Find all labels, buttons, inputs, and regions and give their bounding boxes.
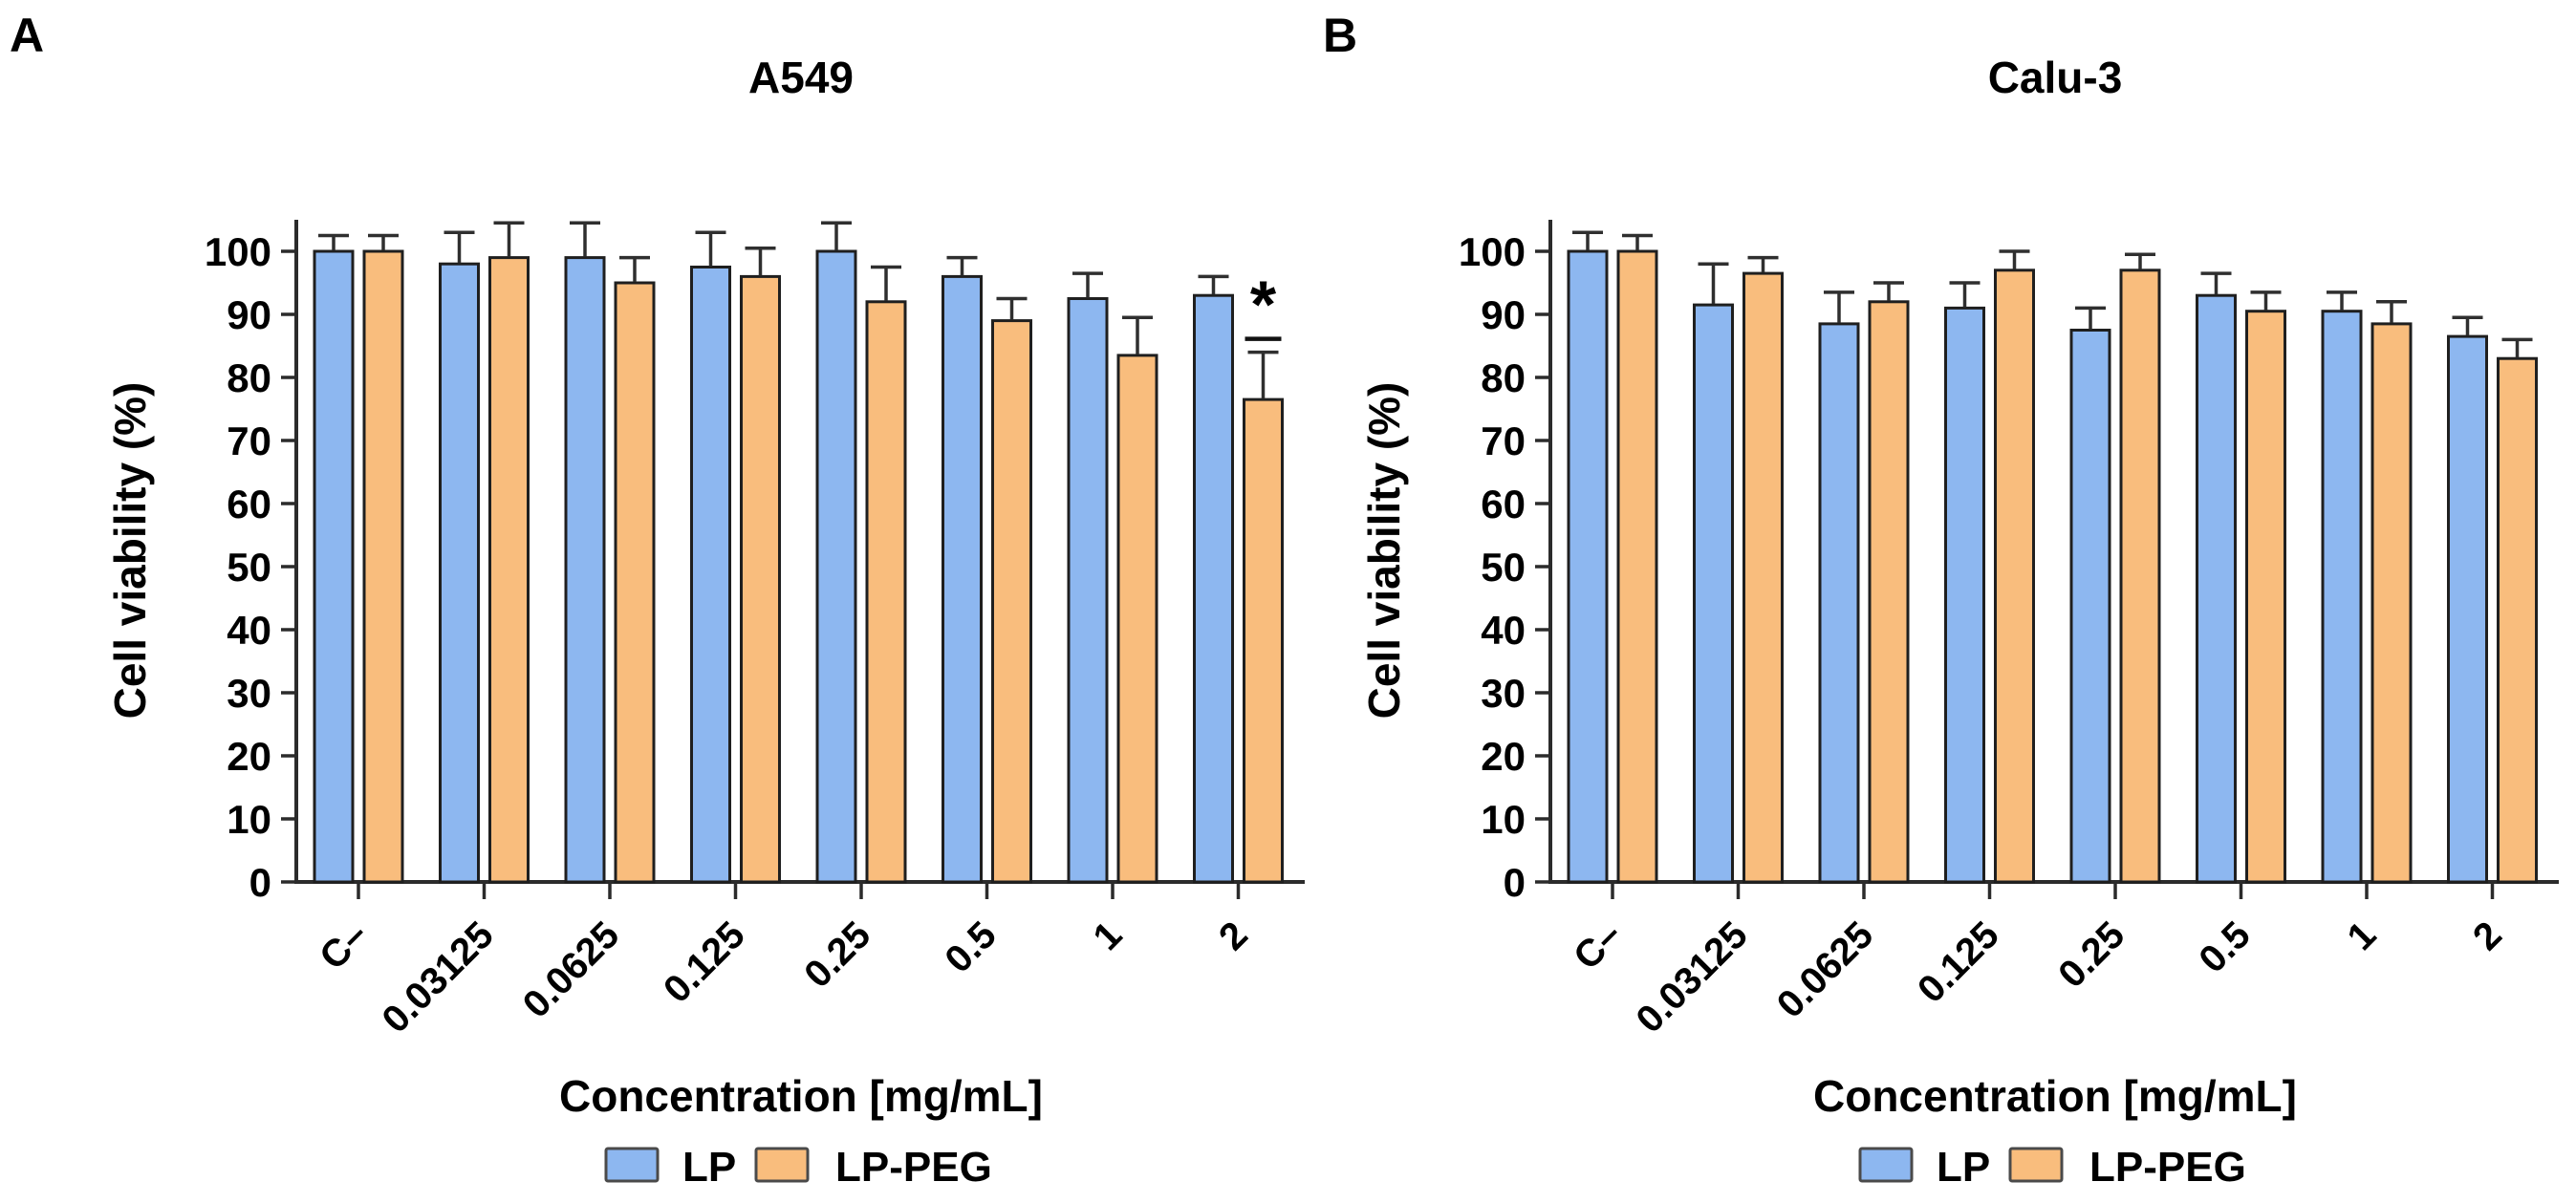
- x-tick-label: 0.5: [937, 913, 1004, 980]
- x-tick-label: 2: [2465, 913, 2510, 958]
- x-tick-label: 0.125: [1910, 913, 2007, 1011]
- legend-label: LP-PEG: [2089, 1144, 2246, 1191]
- x-tick-label: 0.5: [2191, 913, 2258, 980]
- bar-lp-peg: [740, 274, 781, 884]
- x-axis-title: Concentration [mg/mL]: [1813, 1071, 2297, 1121]
- bar-lp-peg: [1616, 249, 1658, 884]
- x-tick-label: 0.125: [656, 913, 753, 1011]
- x-tick-label: C–: [1566, 913, 1630, 977]
- y-tick-label: 70: [1481, 419, 1526, 463]
- y-tick-label: 30: [1481, 671, 1526, 716]
- bar-lp-peg: [1243, 397, 1284, 884]
- bar-lp-peg: [1743, 271, 1784, 884]
- bar-lp-peg: [488, 256, 530, 884]
- y-tick-label: 40: [227, 608, 271, 653]
- bar-lp: [439, 262, 480, 884]
- bar-lp-peg: [991, 319, 1032, 884]
- y-tick-label: 70: [227, 419, 271, 463]
- legend-label: LP: [1937, 1144, 1990, 1191]
- legend-swatch-lp: [1858, 1147, 1914, 1183]
- legend-label: LP: [682, 1144, 736, 1191]
- bar-lp: [2321, 310, 2363, 884]
- bar-lp: [313, 249, 355, 884]
- y-axis-title: Cell viability (%): [1359, 382, 1409, 720]
- legend-label: LP-PEG: [835, 1144, 992, 1191]
- x-tick-label: C–: [312, 913, 376, 977]
- x-tick-label: 2: [1211, 913, 1256, 958]
- y-tick-label: 50: [1481, 545, 1526, 590]
- x-tick-label: 0.0625: [515, 913, 628, 1026]
- bar-lp-peg: [614, 281, 656, 884]
- x-axis-title: Concentration [mg/mL]: [559, 1071, 1043, 1121]
- y-tick-label: 90: [227, 292, 271, 337]
- significance-asterisk: *: [1250, 268, 1277, 342]
- y-tick-label: 20: [227, 734, 271, 779]
- x-tick-label: 0.0625: [1769, 913, 1882, 1026]
- x-tick-label: 1: [2340, 913, 2385, 958]
- bar-lp-peg: [362, 249, 404, 884]
- bar-lp-peg: [1994, 269, 2035, 884]
- bar-lp: [1193, 293, 1234, 884]
- bar-lp-peg: [1868, 300, 1910, 884]
- panel-label-a: A: [10, 9, 45, 62]
- x-tick-label: 0.25: [796, 913, 878, 996]
- y-tick-label: 0: [1504, 860, 1526, 905]
- y-tick-label: 80: [1481, 355, 1526, 400]
- y-tick-label: 10: [1481, 797, 1526, 842]
- bar-lp: [1944, 306, 1985, 884]
- y-tick-label: 80: [227, 355, 271, 400]
- bar-lp: [1818, 322, 1860, 884]
- bar-lp: [1567, 249, 1609, 884]
- bar-lp: [815, 249, 857, 884]
- chart-title: Calu-3: [1988, 53, 2123, 102]
- y-tick-label: 60: [227, 482, 271, 526]
- legend-swatch-lp-peg: [754, 1147, 810, 1183]
- x-tick-label: 0.03125: [1629, 913, 1756, 1041]
- bar-lp-peg: [2245, 310, 2286, 884]
- bar-lp: [1067, 297, 1109, 884]
- bar-lp-peg: [1116, 354, 1158, 884]
- bar-lp: [942, 274, 983, 884]
- bar-lp: [1693, 303, 1734, 884]
- bar-lp: [2069, 329, 2111, 884]
- bar-lp: [2447, 334, 2488, 884]
- bar-lp-peg: [865, 300, 907, 884]
- x-tick-label: 0.03125: [375, 913, 502, 1041]
- y-tick-label: 60: [1481, 482, 1526, 526]
- y-tick-label: 10: [227, 797, 271, 842]
- y-tick-label: 40: [1481, 608, 1526, 653]
- x-tick-label: 0.25: [2050, 913, 2132, 996]
- panel-label-b: B: [1323, 9, 1358, 62]
- y-tick-label: 20: [1481, 734, 1526, 779]
- bar-lp-peg: [2119, 269, 2161, 884]
- legend-swatch-lp: [604, 1147, 660, 1183]
- bar-lp-peg: [2497, 356, 2538, 884]
- y-tick-label: 30: [227, 671, 271, 716]
- y-tick-label: 0: [249, 860, 271, 905]
- y-tick-label: 100: [1459, 229, 1526, 274]
- bar-lp: [2196, 293, 2237, 884]
- y-axis-title: Cell viability (%): [105, 382, 155, 720]
- y-tick-label: 100: [205, 229, 271, 274]
- x-tick-label: 1: [1086, 913, 1131, 958]
- bar-lp: [564, 256, 606, 884]
- bar-lp: [690, 266, 731, 884]
- y-tick-label: 50: [227, 545, 271, 590]
- legend-swatch-lp-peg: [2008, 1147, 2064, 1183]
- chart-title: A549: [748, 53, 854, 102]
- y-tick-label: 90: [1481, 292, 1526, 337]
- bar-lp-peg: [2370, 322, 2413, 884]
